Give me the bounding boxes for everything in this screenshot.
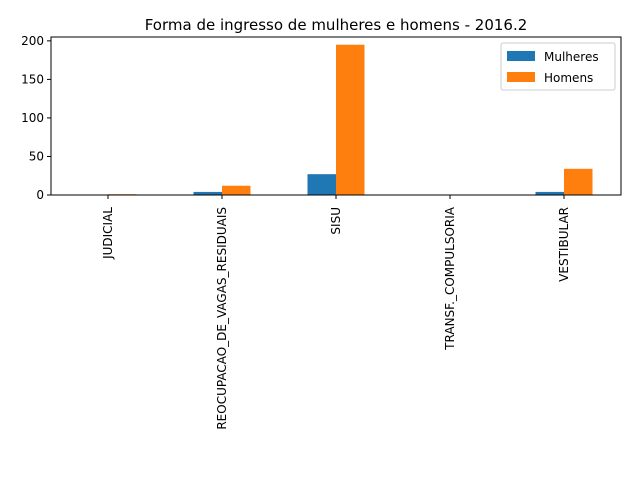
y-axis: 0 50 100 150 200	[21, 34, 51, 202]
bar-homens-vestibular	[564, 168, 593, 195]
bar-homens-sisu	[336, 44, 365, 196]
legend-label-mulheres: Mulheres	[544, 50, 599, 64]
plot-area	[108, 44, 593, 196]
y-tick-label: 50	[29, 149, 44, 163]
x-tick-label: SISU	[329, 207, 343, 235]
bar-mulheres-vestibular	[535, 191, 564, 195]
bar-mulheres-sisu	[307, 174, 336, 195]
y-tick-label: 100	[21, 111, 44, 125]
y-tick-label: 200	[21, 34, 44, 48]
chart-title: Forma de ingresso de mulheres e homens -…	[145, 16, 528, 34]
y-tick-label: 0	[36, 188, 44, 202]
x-tick-label: TRANSF._COMPULSORIA	[443, 206, 457, 351]
bar-homens-reocupacao-de-vagas-residuais	[222, 185, 251, 195]
x-tick-label: JUDICIAL	[101, 207, 115, 260]
legend: Mulheres Homens	[500, 42, 616, 91]
legend-swatch-homens	[507, 72, 535, 82]
legend-label-homens: Homens	[544, 71, 593, 85]
y-tick-label: 150	[21, 72, 44, 86]
x-axis: JUDICIAL REOCUPACAO_DE_VAGAS_RESIDUAIS SIS…	[101, 195, 571, 430]
plot-frame	[50, 36, 622, 196]
legend-swatch-mulheres	[507, 51, 535, 61]
x-tick-label: REOCUPACAO_DE_VAGAS_RESIDUAIS	[215, 207, 229, 430]
x-tick-label: VESTIBULAR	[557, 207, 571, 282]
bar-mulheres-reocupacao-de-vagas-residuais	[193, 191, 222, 195]
